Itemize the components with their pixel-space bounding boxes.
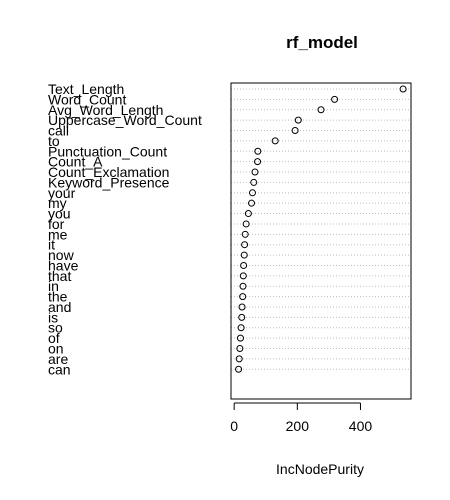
variable-label: my <box>48 195 67 211</box>
data-point <box>237 324 245 332</box>
variable-label: of <box>48 330 60 346</box>
data-point <box>238 313 246 321</box>
plot-frame <box>230 82 412 400</box>
data-point <box>251 168 259 176</box>
data-point <box>239 282 247 290</box>
variable-label: for <box>48 216 65 232</box>
data-point <box>241 230 249 238</box>
data-point <box>236 345 244 352</box>
data-point <box>241 241 249 249</box>
variable-label: the <box>48 289 68 305</box>
data-point <box>317 106 325 114</box>
data-point <box>240 251 248 259</box>
data-points <box>235 85 407 373</box>
data-point <box>291 127 299 135</box>
data-point <box>235 365 243 373</box>
data-point <box>239 293 247 301</box>
variable-label: call <box>48 123 69 139</box>
data-point <box>331 95 339 103</box>
variable-label: now <box>48 247 75 263</box>
data-point <box>244 210 252 218</box>
data-point <box>238 303 246 311</box>
variable-label: Avg_Word_Length <box>48 102 163 118</box>
data-point <box>271 137 279 145</box>
data-point <box>236 334 244 342</box>
variable-labels: Text_LengthWord_CountAvg_Word_LengthUppe… <box>48 81 202 377</box>
variable-label: Keyword_Presence <box>48 174 170 190</box>
variable-label: your <box>48 185 76 201</box>
data-point <box>294 116 302 124</box>
variable-label: so <box>48 320 63 336</box>
variable-label: in <box>48 278 59 294</box>
variable-label: and <box>48 299 71 315</box>
variable-label: on <box>48 341 64 357</box>
variable-label: that <box>48 268 71 284</box>
variable-label: Text_Length <box>48 81 124 97</box>
data-point <box>248 189 256 197</box>
variable-label: Count_A <box>48 154 103 170</box>
variable-label: is <box>48 309 58 325</box>
variable-label: Word_Count <box>48 91 126 107</box>
x-tick-label: 200 <box>286 418 310 434</box>
data-point <box>239 272 247 280</box>
data-point <box>399 85 407 93</box>
variable-label: you <box>48 206 71 222</box>
variable-label: Punctuation_Count <box>48 143 167 159</box>
variable-label: are <box>48 351 68 367</box>
data-point <box>250 178 258 186</box>
x-tick-label: 400 <box>349 418 373 434</box>
data-point <box>248 199 256 207</box>
x-axis: 0 200 400 <box>230 402 373 434</box>
variable-label: to <box>48 133 60 149</box>
gridlines <box>231 88 411 370</box>
data-point <box>240 261 248 269</box>
chart-title: rf_model <box>286 33 358 52</box>
data-point <box>235 355 243 363</box>
variable-label: Uppercase_Word_Count <box>48 112 202 128</box>
variable-label: can <box>48 361 71 377</box>
variable-label: it <box>48 237 55 253</box>
variable-label: me <box>48 226 68 242</box>
data-point <box>254 147 262 155</box>
data-point <box>254 158 262 166</box>
variable-label: have <box>48 257 79 273</box>
variable-label: Count_Exclamation <box>48 164 169 180</box>
data-point <box>242 220 250 228</box>
x-tick-label: 0 <box>230 418 238 434</box>
x-axis-label: IncNodePurity <box>276 461 364 477</box>
